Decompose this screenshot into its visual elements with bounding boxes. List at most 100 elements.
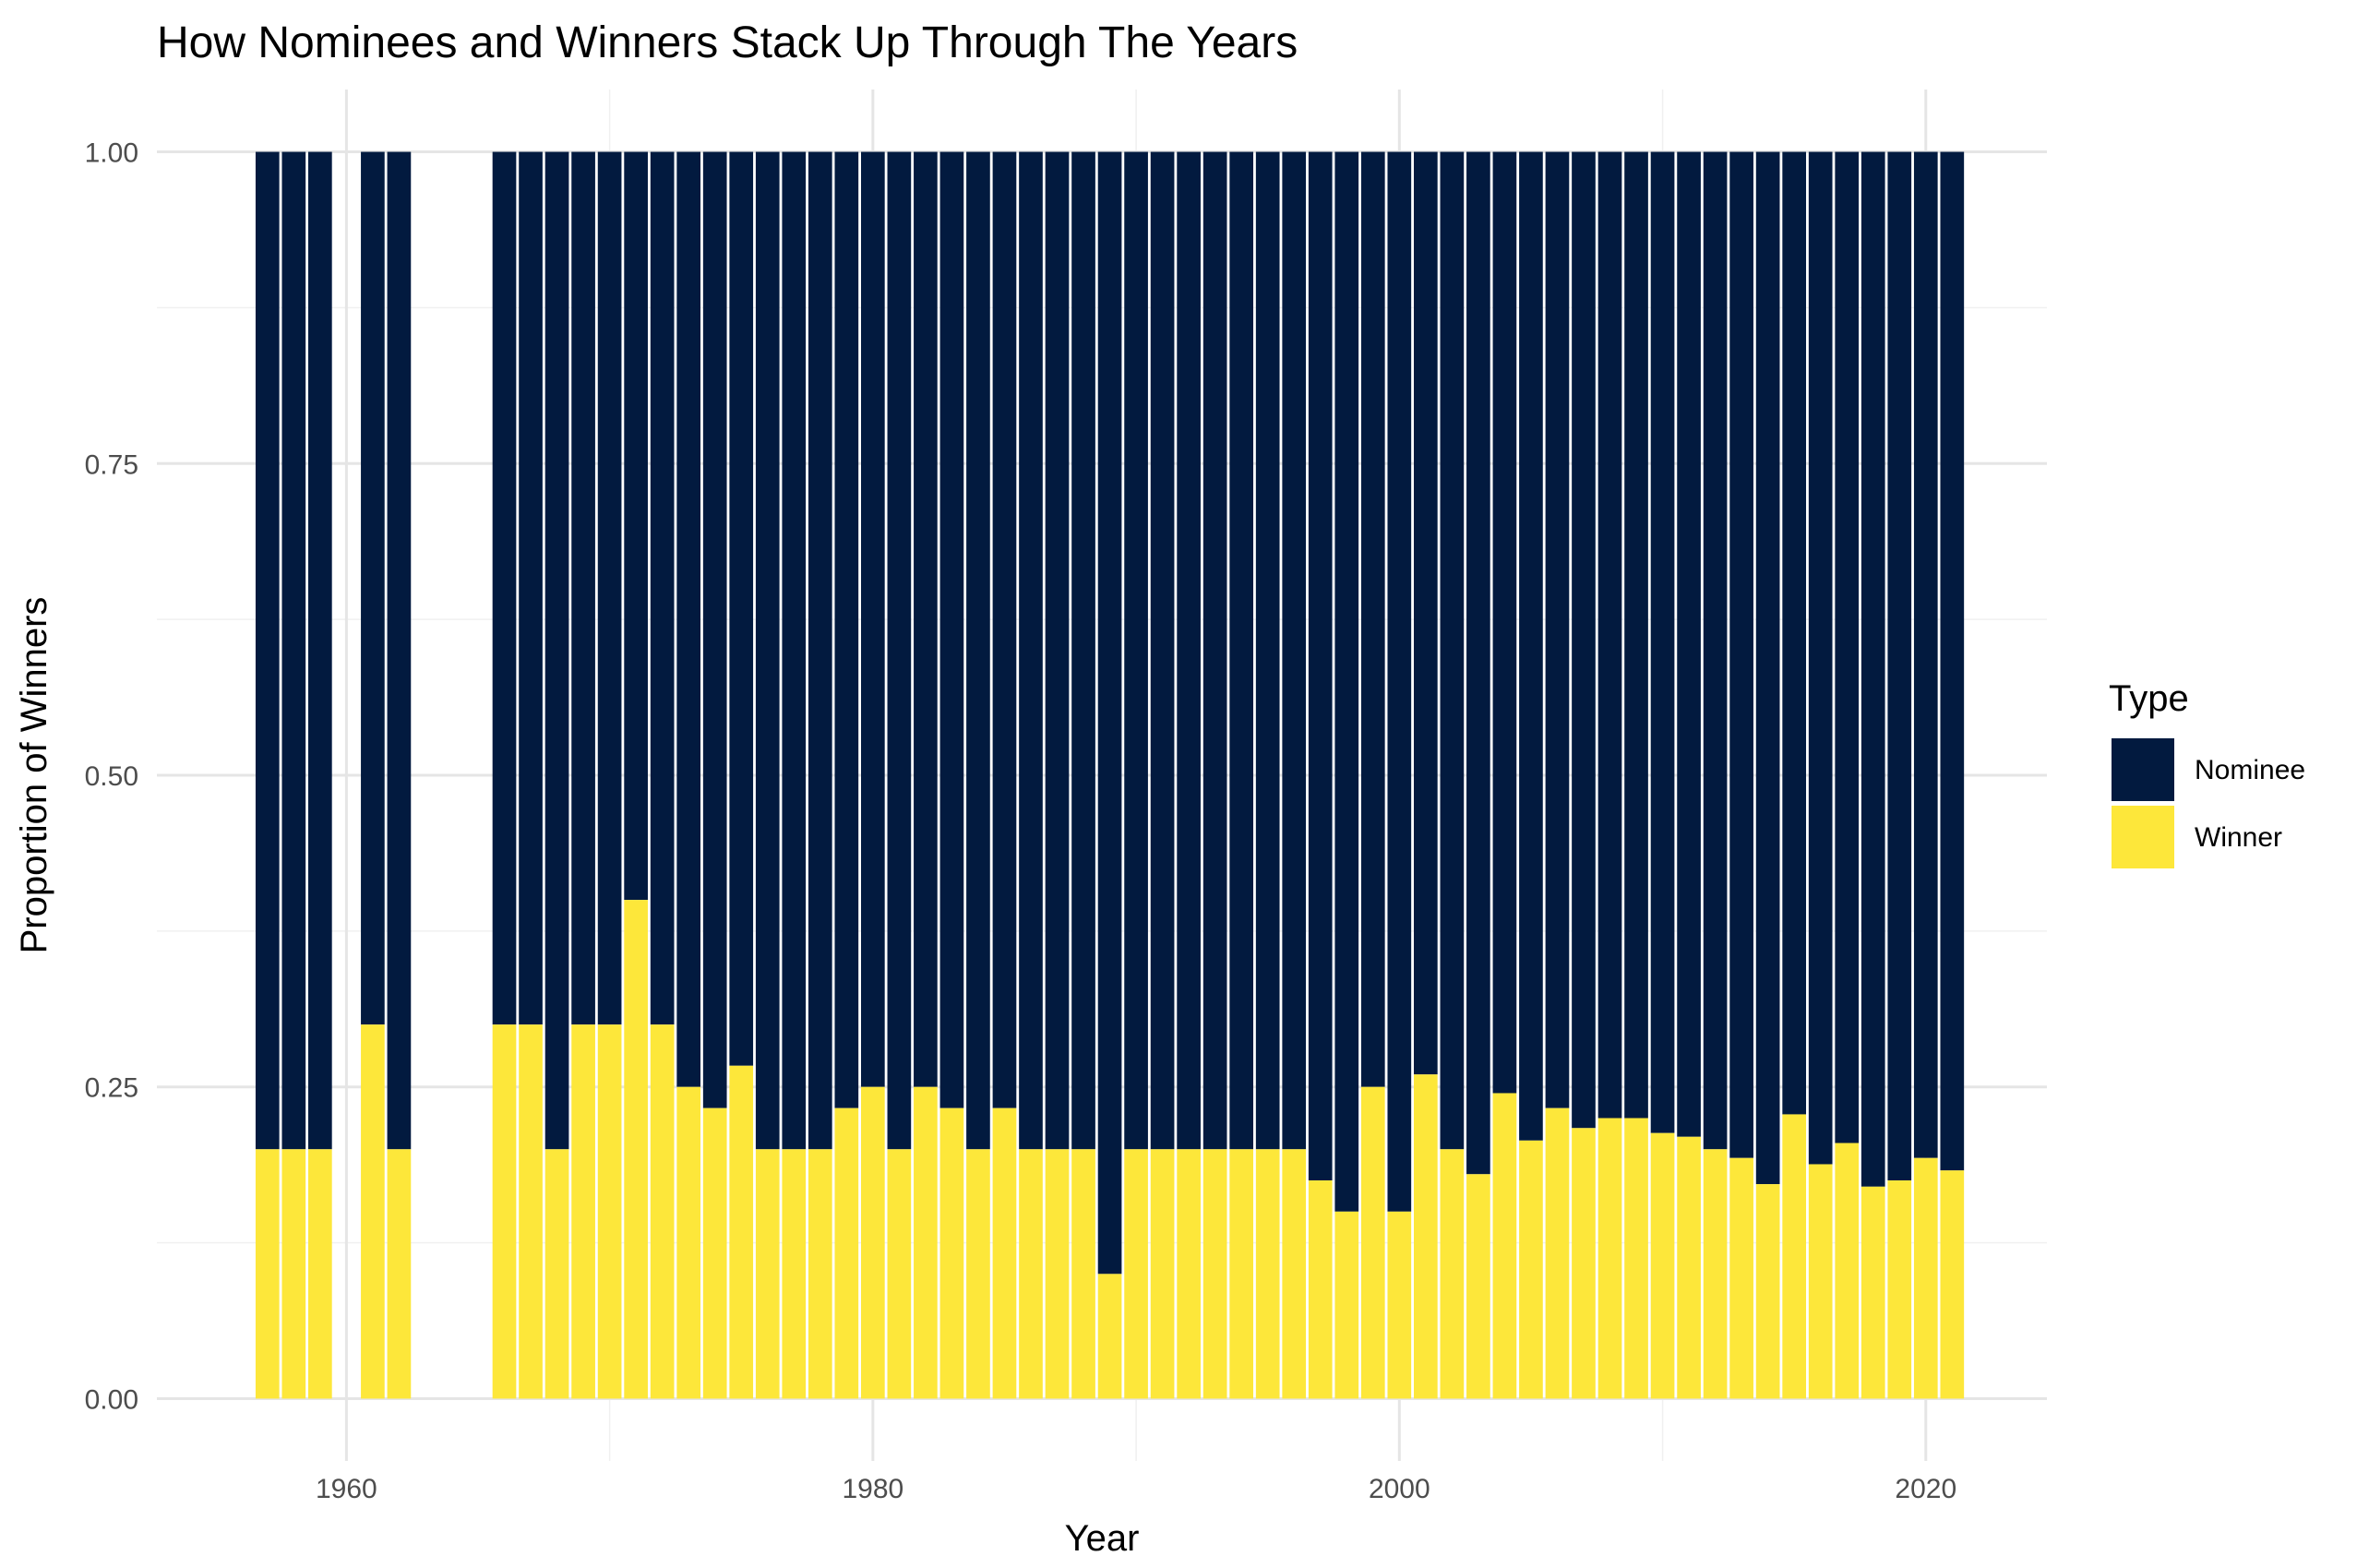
bar-winner-1991 (1150, 1149, 1175, 1399)
bar-nominee-2003 (1466, 151, 1490, 1175)
bar-winner-1994 (1229, 1149, 1254, 1399)
bar-nominee-2005 (1519, 151, 1543, 1141)
bar-winner-1992 (1177, 1149, 1201, 1399)
bar-nominee-1998 (1334, 151, 1359, 1212)
bar-nominee-1980 (861, 151, 885, 1087)
bar-winner-2003 (1466, 1174, 1490, 1399)
bar-nominee-1957 (255, 151, 280, 1150)
bar-nominee-1973 (676, 151, 701, 1087)
bar-nominee-2020 (1913, 151, 1938, 1158)
bar-winner-2008 (1597, 1118, 1622, 1399)
bar-winner-1972 (650, 1024, 675, 1399)
y-tick-label: 0.50 (85, 761, 138, 792)
bar-nominee-2017 (1835, 151, 1860, 1143)
legend-title: Type (2109, 678, 2189, 719)
legend: Type Nominee Winner (2109, 678, 2305, 868)
y-axis-title: Proportion of Winners (14, 597, 54, 954)
bar-nominee-2002 (1440, 151, 1465, 1150)
bar-winner-2005 (1519, 1140, 1543, 1399)
bar-nominee-2009 (1624, 151, 1648, 1119)
y-tick-label: 1.00 (85, 138, 138, 169)
bar-nominee-2001 (1414, 151, 1438, 1075)
bar-nominee-1999 (1360, 151, 1385, 1087)
bar-winner-2019 (1887, 1180, 1912, 1399)
bar-winner-1986 (1019, 1149, 1043, 1399)
bar-winner-1981 (887, 1149, 912, 1399)
bar-winner-1971 (624, 900, 648, 1399)
bar-winner-2012 (1703, 1149, 1728, 1399)
bar-winner-1966 (492, 1024, 517, 1399)
bar-winner-2009 (1624, 1118, 1648, 1399)
bar-winner-1969 (571, 1024, 595, 1399)
legend-swatch-nominee (2112, 738, 2174, 801)
bar-nominee-1971 (624, 151, 648, 901)
x-tick-label: 1980 (842, 1474, 903, 1504)
x-axis-title: Year (1065, 1518, 1140, 1559)
bar-nominee-1981 (887, 151, 912, 1150)
bar-winner-1999 (1360, 1086, 1385, 1399)
legend-label-winner: Winner (2195, 822, 2282, 853)
bar-nominee-1997 (1308, 151, 1333, 1181)
chart-title: How Nominees and Winners Stack Up Throug… (157, 18, 1298, 67)
y-tick-label: 0.00 (85, 1384, 138, 1415)
bar-nominee-1986 (1019, 151, 1043, 1150)
bar-winner-2011 (1677, 1136, 1701, 1399)
bar-nominee-1993 (1202, 151, 1227, 1150)
bar-winner-2016 (1808, 1164, 1833, 1399)
y-tick-label: 0.25 (85, 1073, 138, 1104)
bar-nominee-1992 (1177, 151, 1201, 1150)
bar-winner-1990 (1124, 1149, 1148, 1399)
bar-nominee-1968 (544, 151, 569, 1150)
bar-winner-1983 (939, 1107, 964, 1399)
bar-winner-1984 (966, 1149, 990, 1399)
bar-nominee-2013 (1729, 151, 1753, 1158)
bar-winner-2017 (1835, 1143, 1860, 1399)
bar-nominee-2006 (1545, 151, 1570, 1108)
bar-nominee-1984 (966, 151, 990, 1150)
bar-nominee-2015 (1782, 151, 1807, 1115)
bar-winner-1962 (387, 1149, 412, 1399)
bar-nominee-1977 (782, 151, 807, 1150)
bar-nominee-1979 (834, 151, 859, 1108)
bar-nominee-1974 (702, 151, 727, 1108)
x-tick-label: 2000 (1369, 1474, 1430, 1504)
bar-nominee-2007 (1572, 151, 1596, 1129)
bar-nominee-1983 (939, 151, 964, 1108)
bar-nominee-2021 (1940, 151, 1965, 1171)
bar-winner-1987 (1045, 1149, 1070, 1399)
bar-nominee-1982 (914, 151, 938, 1087)
bar-winner-1957 (255, 1149, 280, 1399)
x-axis-ticks: 1960 1980 2000 2020 (316, 1474, 1956, 1504)
bar-winner-1995 (1255, 1149, 1280, 1399)
bar-nominee-2018 (1860, 151, 1885, 1187)
bar-nominee-1959 (308, 151, 332, 1150)
bar-winner-2007 (1572, 1128, 1596, 1399)
bar-nominee-1990 (1124, 151, 1148, 1150)
bar-winner-1973 (676, 1086, 701, 1399)
bar-winner-2021 (1940, 1170, 1965, 1399)
bar-nominee-1995 (1255, 151, 1280, 1150)
y-tick-label: 0.75 (85, 449, 138, 480)
bar-winner-1976 (755, 1149, 780, 1399)
bar-winner-1982 (914, 1086, 938, 1399)
bar-winner-1968 (544, 1149, 569, 1399)
bar-nominee-1972 (650, 151, 675, 1025)
bar-nominee-2008 (1597, 151, 1622, 1119)
bar-winner-2018 (1860, 1186, 1885, 1399)
bar-winner-1974 (702, 1107, 727, 1399)
bar-winner-1977 (782, 1149, 807, 1399)
bar-nominee-2011 (1677, 151, 1701, 1137)
bar-winner-1961 (361, 1024, 385, 1399)
legend-label-nominee: Nominee (2195, 755, 2305, 785)
bar-nominee-2014 (1755, 151, 1780, 1185)
bar-winner-1958 (281, 1149, 306, 1399)
bar-nominee-2000 (1387, 151, 1412, 1212)
bar-winner-1967 (519, 1024, 543, 1399)
bar-winner-2001 (1414, 1074, 1438, 1399)
bar-winner-1978 (808, 1149, 832, 1399)
bar-winner-2006 (1545, 1107, 1570, 1399)
x-tick-label: 2020 (1895, 1474, 1956, 1504)
bar-nominee-2019 (1887, 151, 1912, 1181)
bar-nominee-1966 (492, 151, 517, 1025)
